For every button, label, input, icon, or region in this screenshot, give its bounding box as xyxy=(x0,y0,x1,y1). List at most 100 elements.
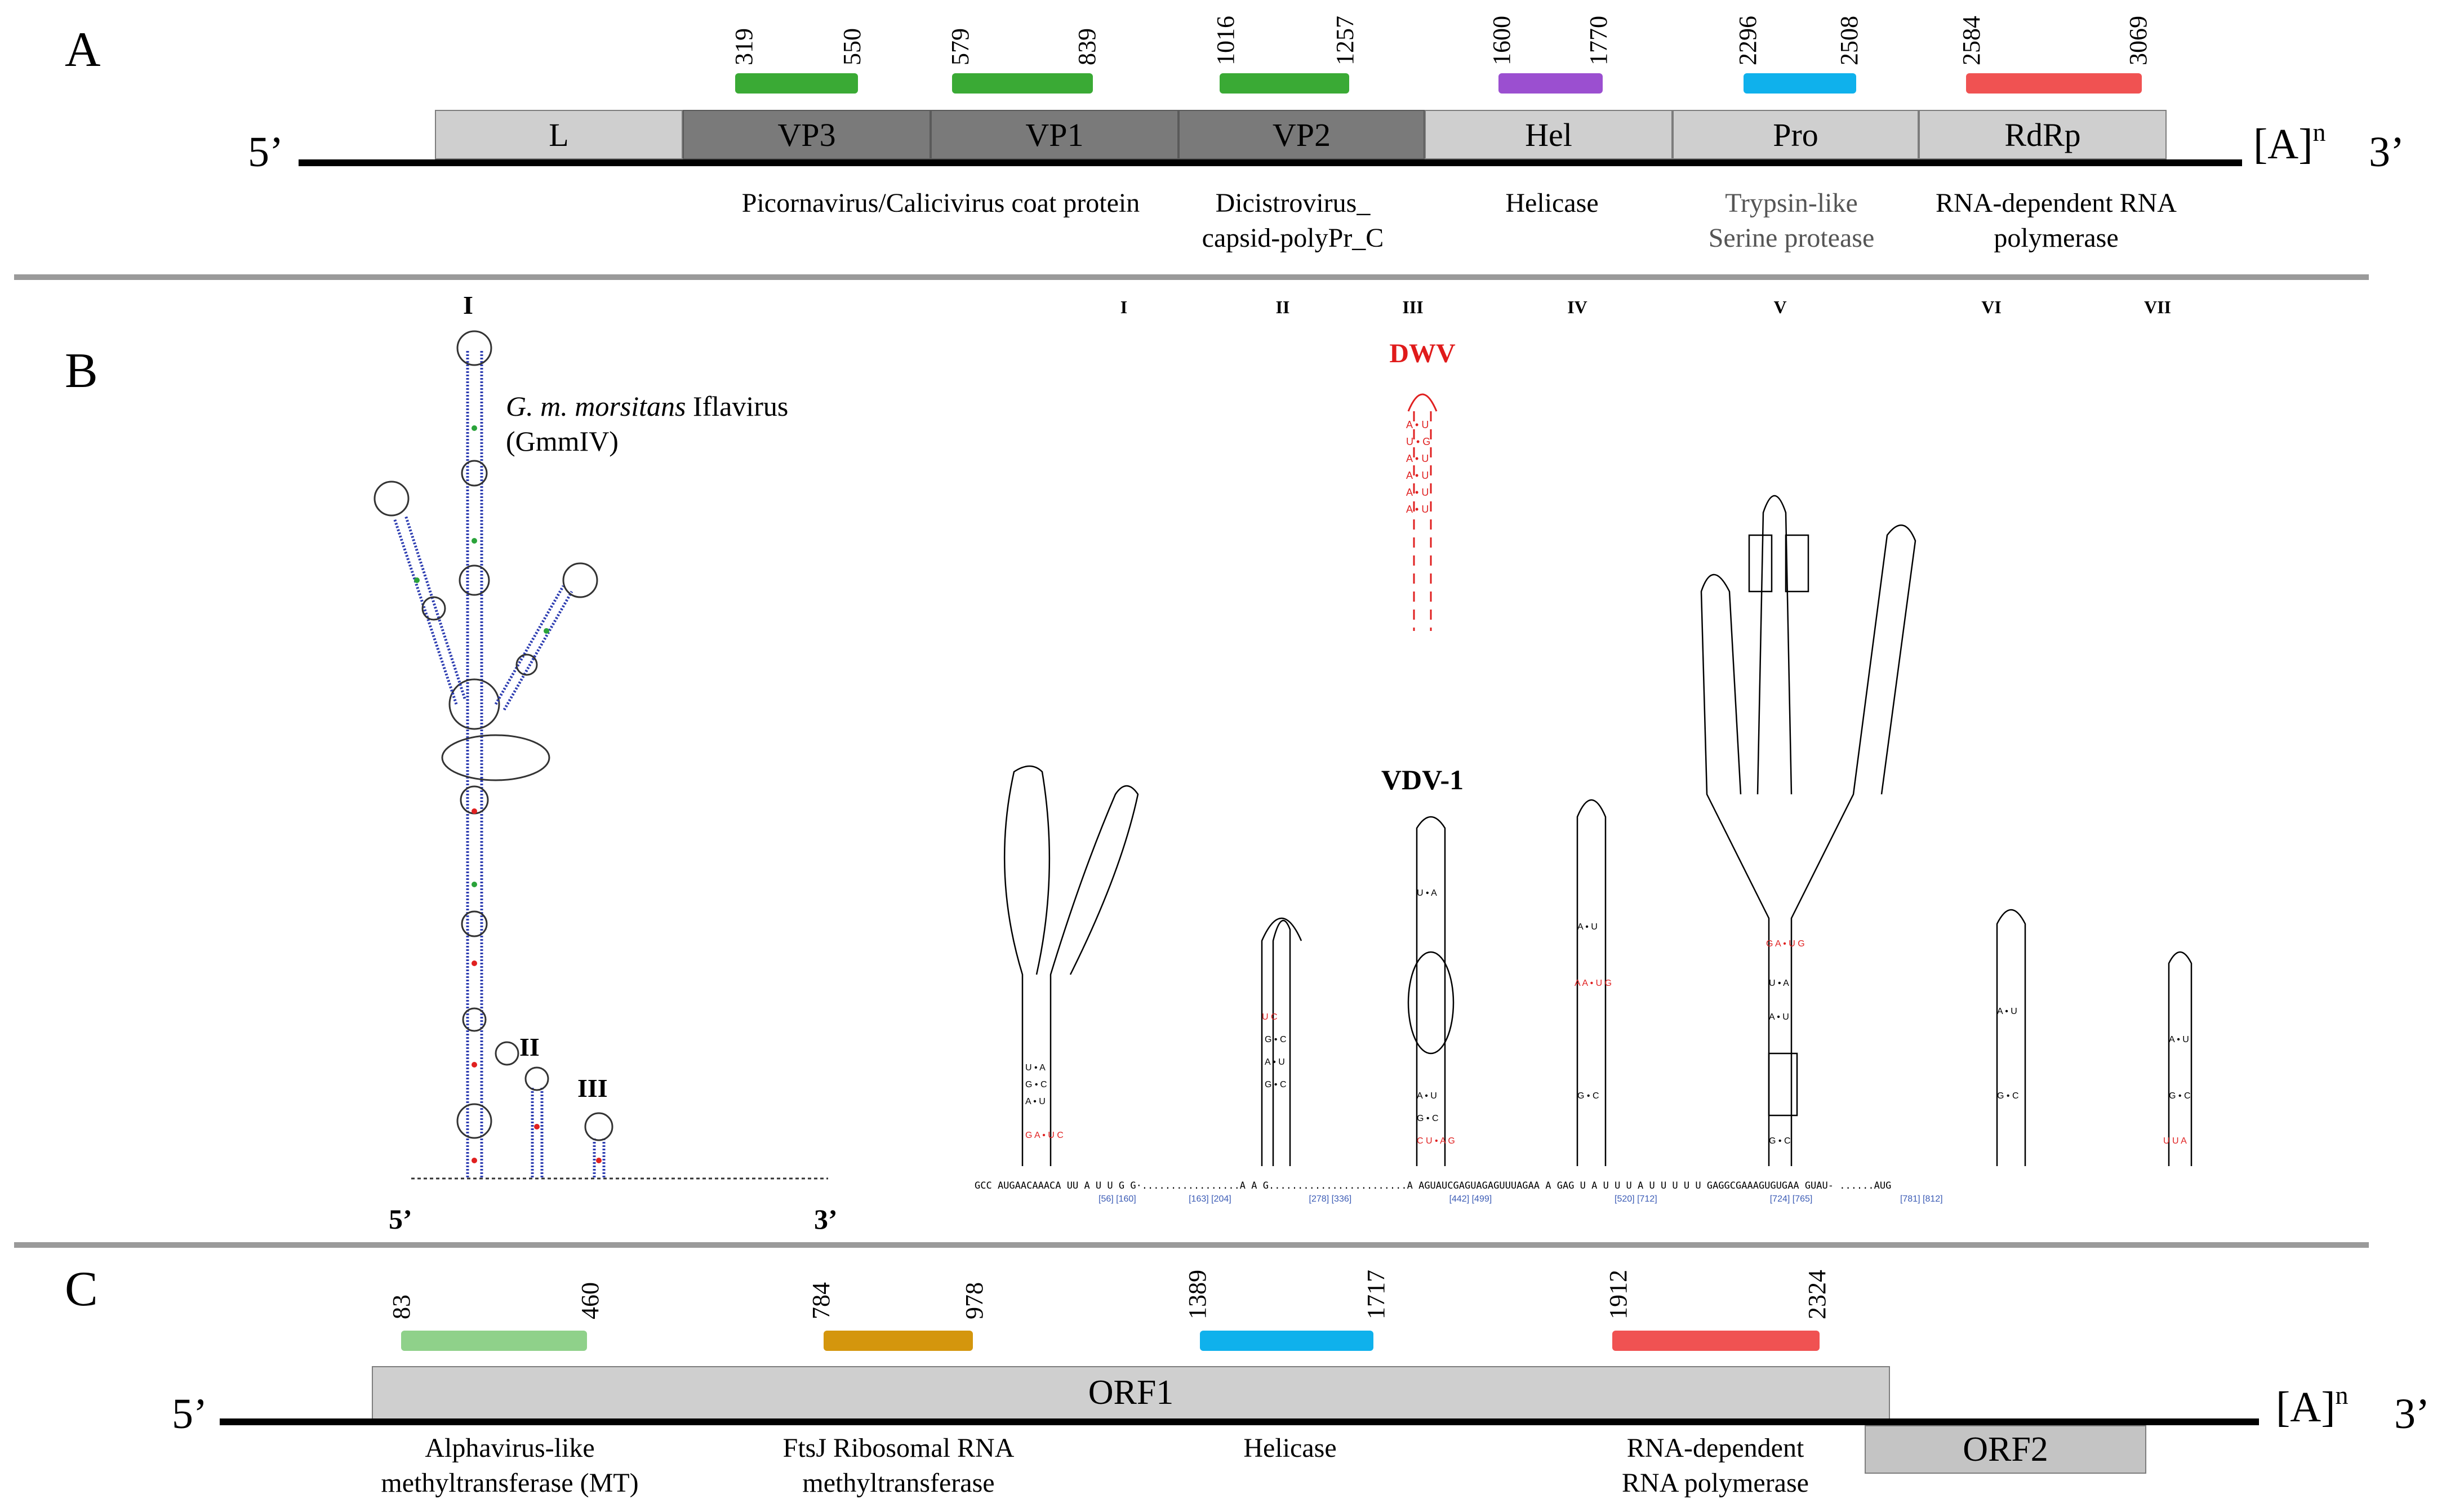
svg-text:A • U: A • U xyxy=(1025,1097,1046,1106)
gene-l: L xyxy=(435,110,683,159)
panel-a-label: A xyxy=(65,23,101,77)
svg-text:A • U: A • U xyxy=(1406,419,1429,430)
vdv1-label: VDV-1 xyxy=(1381,764,1464,795)
panel-c-label: C xyxy=(65,1262,98,1317)
svg-text:U U A: U U A xyxy=(2163,1136,2187,1146)
annotation-rdrp: RNA-dependent RNA polymerase xyxy=(1936,188,2177,253)
domain-bar-mt xyxy=(401,1331,587,1351)
dwv-label: DWV xyxy=(1389,339,1456,368)
pos-start: 1389 xyxy=(1184,1270,1211,1319)
pos-end: 978 xyxy=(960,1282,988,1319)
species-label: G. m. morsitans Iflavirus (GmmIV) xyxy=(506,390,789,457)
svg-text:U • G: U • G xyxy=(1406,436,1430,447)
gene-vp1: VP1 xyxy=(931,110,1178,159)
genome-backbone-c xyxy=(220,1418,2259,1425)
svg-text:A • U: A • U xyxy=(1406,453,1429,464)
svg-text:A A • U G: A A • U G xyxy=(1575,979,1612,988)
bottom-sequence: GCC AUGAACAAACA UU A U U G G·...........… xyxy=(975,1180,1892,1191)
svg-text:A • U: A • U xyxy=(1265,1057,1285,1067)
domain-roman-iii: III xyxy=(1402,297,1424,317)
domain-bar-rdrp-c xyxy=(1612,1331,1820,1351)
svg-text:U • A: U • A xyxy=(1417,888,1437,898)
poly-a-label-c: [A]n xyxy=(2276,1381,2349,1431)
domain-roman-i: I xyxy=(1120,297,1128,317)
three-prime-label-c: 3’ xyxy=(2394,1390,2430,1438)
svg-text:A • U: A • U xyxy=(1406,487,1429,498)
orf1-box: ORF1 xyxy=(372,1366,1890,1420)
svg-text:G • C: G • C xyxy=(1265,1035,1287,1044)
pos-start: 2296 xyxy=(1734,16,1762,65)
pos-end: 1770 xyxy=(1585,16,1612,65)
gene-pro: Pro xyxy=(1673,110,1919,159)
rna-hairpin-structures: A • U U • G A • U A • U A • U A • U U • A G •… xyxy=(1003,393,2192,1166)
svg-text:G • C: G • C xyxy=(1417,1114,1439,1123)
pos-end: 2508 xyxy=(1835,16,1863,65)
structure-label-iii: III xyxy=(577,1074,608,1102)
annotation-helicase-c: Helicase xyxy=(1243,1433,1337,1463)
pos-start: 1600 xyxy=(1488,16,1515,65)
svg-text:G • C: G • C xyxy=(1769,1136,1791,1146)
annotation-helicase: Helicase xyxy=(1505,188,1599,218)
divider-ab xyxy=(14,274,2369,280)
pos-end: 2324 xyxy=(1803,1270,1831,1319)
svg-text:A • U: A • U xyxy=(1406,504,1429,515)
domain-bar-helicase xyxy=(1498,73,1603,94)
svg-text:G • C: G • C xyxy=(1025,1080,1047,1089)
pos-end: 550 xyxy=(838,28,866,65)
three-prime-label-b: 3’ xyxy=(814,1203,838,1235)
svg-text:G • C: G • C xyxy=(2169,1091,2191,1101)
svg-text:G • C: G • C xyxy=(1577,1091,1599,1101)
pos-start: 784 xyxy=(807,1282,835,1319)
domain-roman-ii: II xyxy=(1275,297,1290,317)
pos-start: 579 xyxy=(946,28,974,65)
svg-text:G • C: G • C xyxy=(1997,1091,2019,1101)
pos-end: 1257 xyxy=(1331,16,1359,65)
domain-bar-vp2 xyxy=(1220,73,1349,94)
svg-text:U • A: U • A xyxy=(1025,1063,1046,1073)
domain-bar-ftsj xyxy=(824,1331,973,1351)
svg-text:A • U: A • U xyxy=(1406,470,1429,481)
svg-text:A • U: A • U xyxy=(1769,1012,1789,1022)
gmmiv-secondary-structure xyxy=(373,330,828,1180)
svg-text:C U • A G: C U • A G xyxy=(1417,1136,1455,1146)
svg-text:G • C: G • C xyxy=(1265,1080,1287,1089)
pos-end: 839 xyxy=(1073,28,1101,65)
pos-start: 1016 xyxy=(1212,16,1239,65)
domain-bar-helicase-c xyxy=(1200,1331,1373,1351)
annotation-ftsj: FtsJ Ribosomal RNA methyltransferase xyxy=(782,1433,1015,1498)
domain-bar-protease xyxy=(1744,73,1856,94)
domain-bar-rdrp xyxy=(1966,73,2142,94)
annotation-mt: Alphavirus-like methyltransferase (MT) xyxy=(381,1433,639,1498)
pos-start: 319 xyxy=(730,28,758,65)
domain-roman-v: V xyxy=(1773,297,1787,317)
domain-roman-iv: IV xyxy=(1567,297,1587,317)
pos-end: 1717 xyxy=(1362,1270,1390,1319)
structure-label-i: I xyxy=(463,291,473,319)
gene-hel: Hel xyxy=(1425,110,1673,159)
five-prime-label-c: 5’ xyxy=(172,1390,208,1438)
three-prime-label-a: 3’ xyxy=(2369,128,2405,176)
domain-roman-vi: VI xyxy=(1981,297,2002,317)
svg-text:A • U: A • U xyxy=(1417,1091,1437,1101)
gene-vp3: VP3 xyxy=(683,110,931,159)
annotation-rdrp-c: RNA-dependent RNA polymerase xyxy=(1622,1433,1809,1498)
svg-text:G A • U C: G A • U C xyxy=(1025,1131,1064,1140)
annotation-protease: Trypsin-like Serine protease xyxy=(1708,188,1875,253)
pos-start: 83 xyxy=(388,1295,415,1319)
svg-text:A • U: A • U xyxy=(1997,1007,2017,1016)
svg-text:G A • U G: G A • U G xyxy=(1766,939,1805,949)
svg-text:U C: U C xyxy=(1262,1012,1278,1022)
divider-bc xyxy=(14,1242,2369,1248)
sequence-positions: [56] [160] [163] [204] [278] [336] [442]… xyxy=(1099,1194,1943,1204)
structure-label-ii: II xyxy=(519,1033,540,1061)
annotation-dicistrovirus: Dicistrovirus_ capsid-polyPr_C xyxy=(1202,188,1384,253)
pos-start: 2584 xyxy=(1958,16,1985,65)
pos-end: 3069 xyxy=(2124,16,2152,65)
gene-vp2: VP2 xyxy=(1178,110,1425,159)
five-prime-label-b: 5’ xyxy=(389,1203,412,1235)
domain-bar-vp1 xyxy=(952,73,1093,94)
svg-text:U • A: U • A xyxy=(1769,979,1789,988)
svg-text:A • U: A • U xyxy=(2169,1035,2189,1044)
svg-text:A • U: A • U xyxy=(1577,922,1598,932)
gene-rdrp: RdRp xyxy=(1919,110,2167,159)
